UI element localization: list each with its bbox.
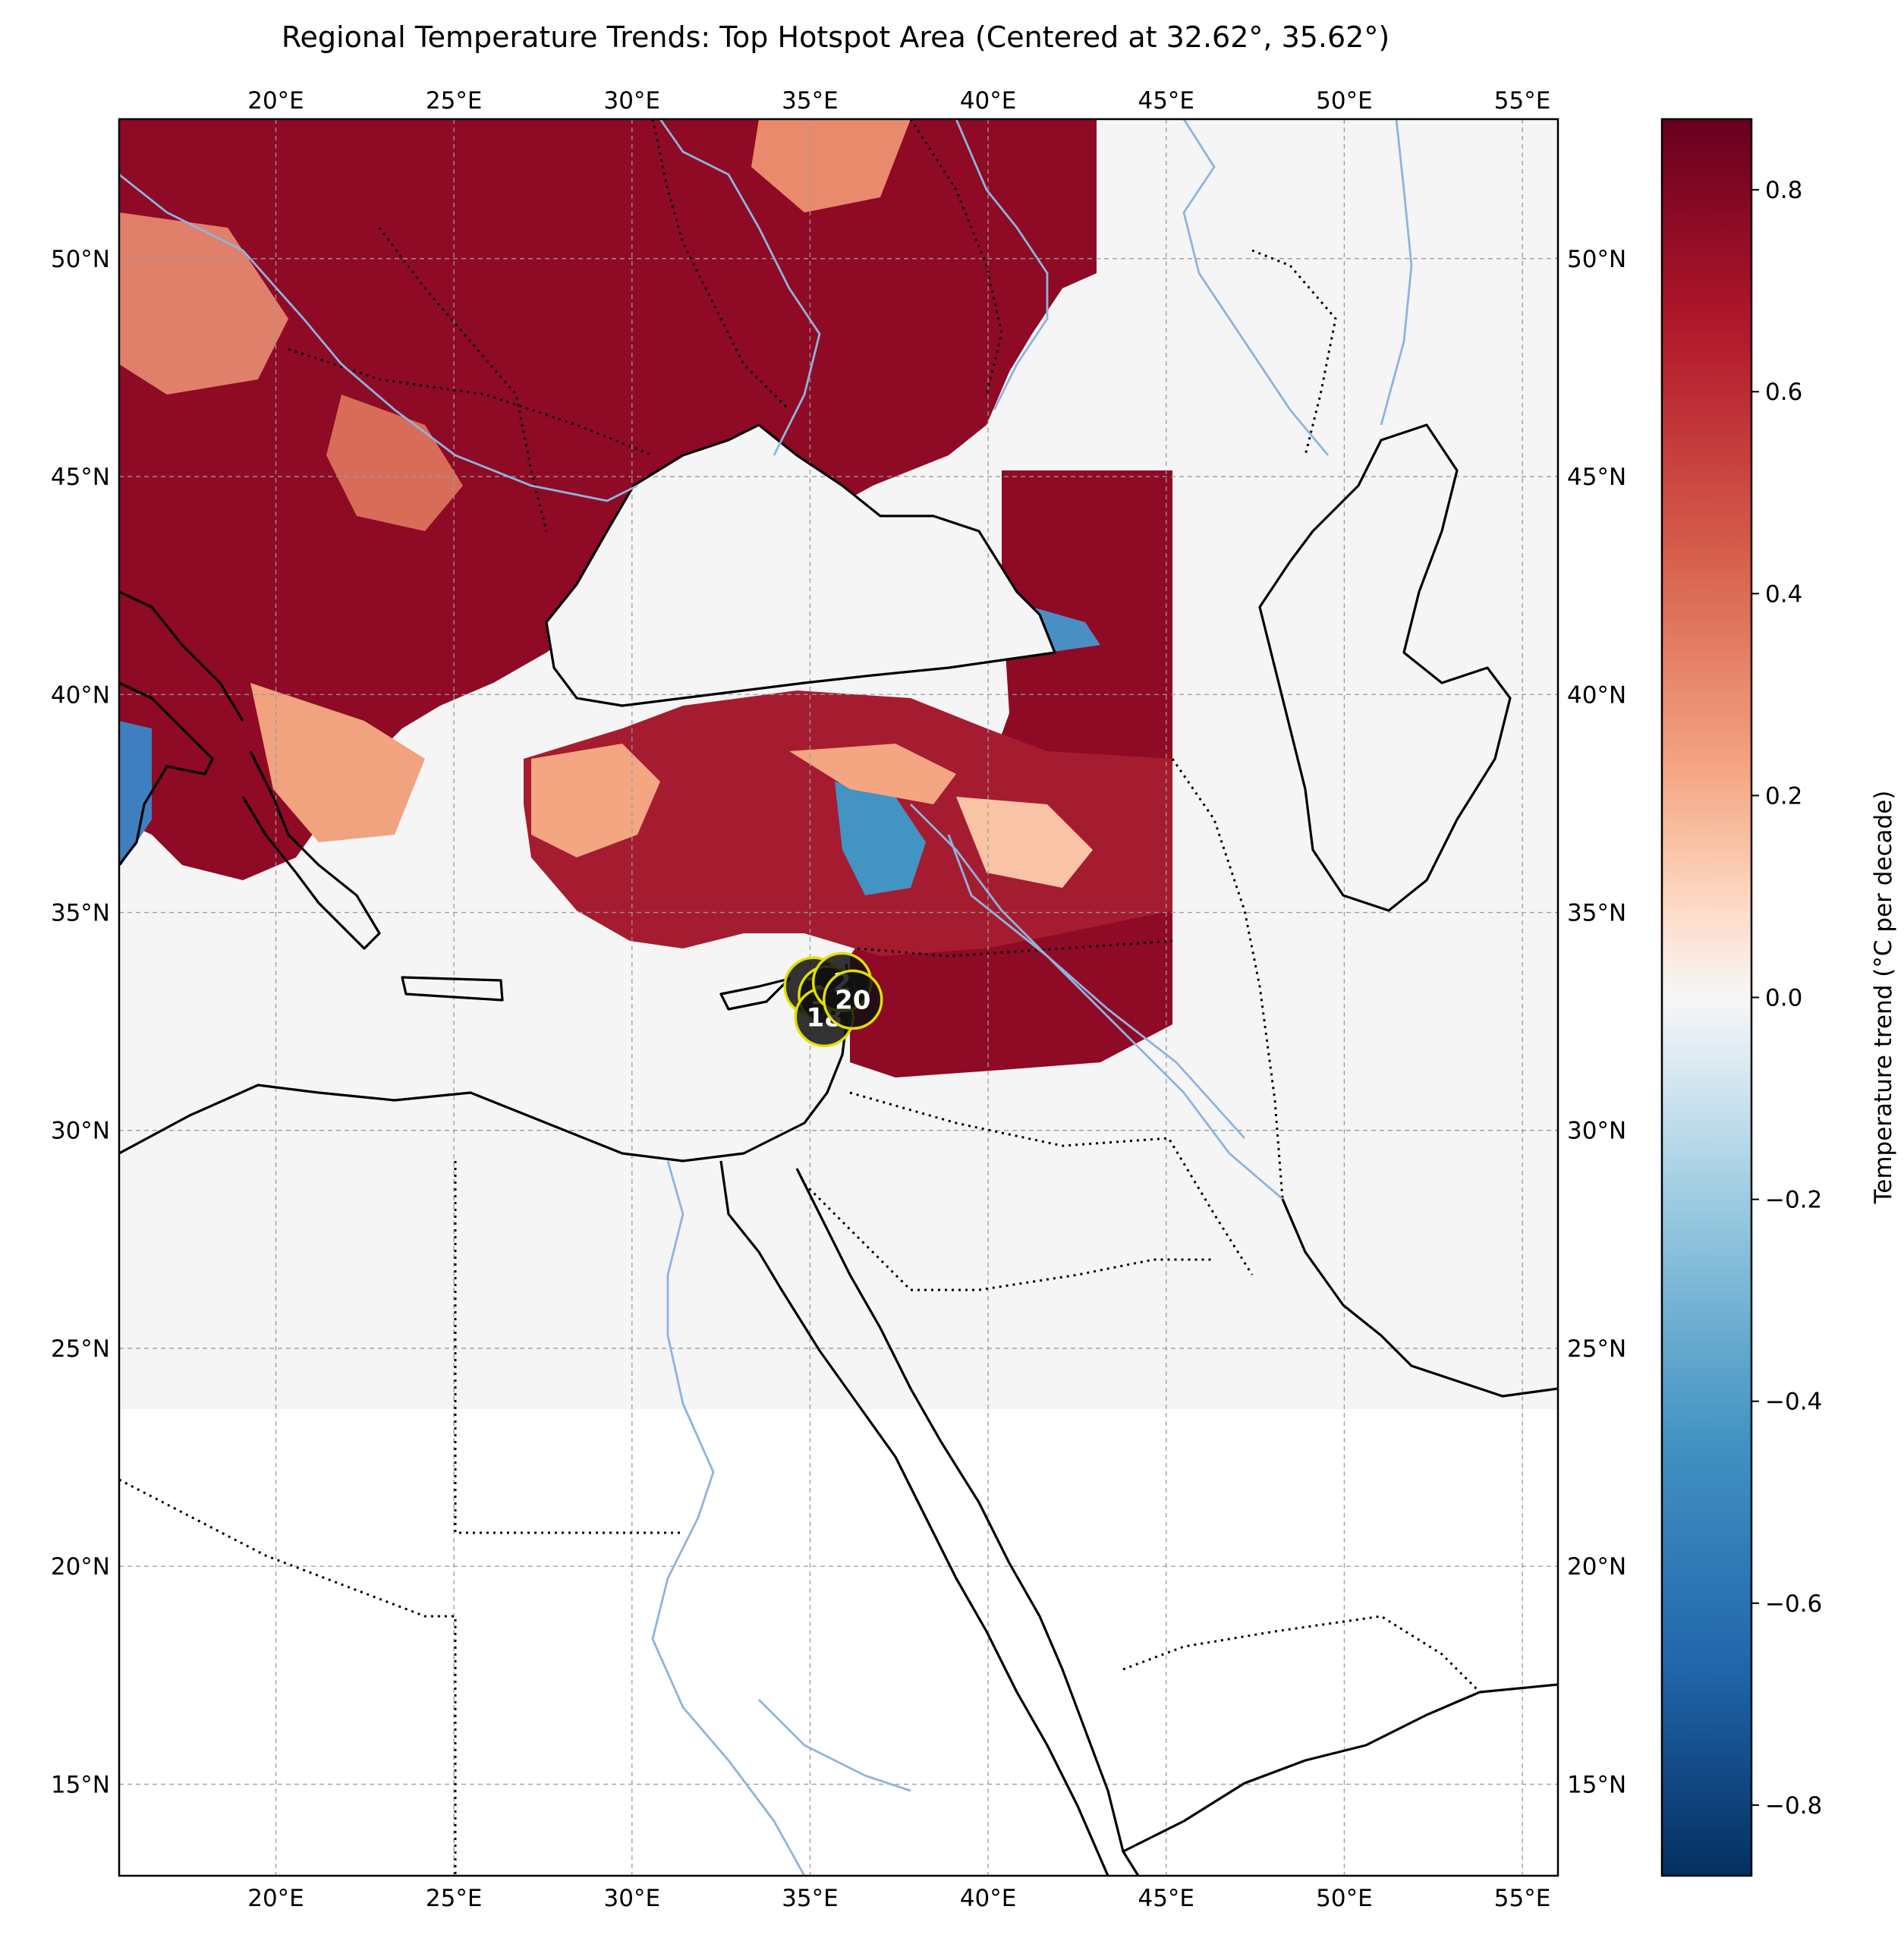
- country-borders: [119, 119, 1481, 1876]
- italy-coast: [119, 681, 214, 866]
- lat-tick-label-right: 50°N: [1567, 246, 1626, 273]
- river-dnieper: [659, 119, 821, 456]
- river-don: [955, 119, 1049, 411]
- lon-tick-label-top: 45°E: [1138, 87, 1194, 115]
- lon-tick-label-bottom: 30°E: [604, 1885, 661, 1912]
- colorbar-label: Temperature trend (°C per decade): [1870, 791, 1897, 1205]
- border-sudan: [119, 1478, 457, 1876]
- arabian-coast: [1122, 1683, 1558, 1853]
- river-ural: [1380, 119, 1413, 426]
- light-warm-patch-north: [751, 119, 911, 212]
- lon-tick-label-top: 55°E: [1494, 87, 1551, 115]
- chart-title: Regional Temperature Trends: Top Hotspot…: [282, 20, 1389, 54]
- border-europe-2: [378, 227, 548, 532]
- river-nile: [651, 1160, 806, 1876]
- black-sea-coast: [545, 423, 1056, 707]
- lat-tick-label-left: 25°N: [51, 1335, 110, 1363]
- river-tigris: [910, 804, 1283, 1200]
- river-euphrates: [947, 834, 1246, 1139]
- lat-tick-label-left: 20°N: [51, 1553, 110, 1581]
- lat-tick-label-right: 40°N: [1567, 681, 1626, 709]
- lat-tick-label-left: 45°N: [51, 464, 110, 491]
- hotspot-marker-label: 20: [835, 985, 870, 1015]
- cooling-patch-anatolia: [835, 782, 926, 895]
- border-turkey-syria: [857, 939, 1173, 958]
- light-warm-patch-center: [326, 395, 463, 531]
- river-nile-blue: [758, 1699, 911, 1792]
- caspian-coast: [1258, 423, 1512, 912]
- adriatic-coast: [119, 590, 244, 722]
- light-warm-patch-west: [119, 212, 288, 395]
- red-sea-west-coast: [719, 1160, 1109, 1876]
- lat-tick-label-left: 40°N: [51, 681, 110, 709]
- lon-tick-label-top: 50°E: [1316, 87, 1373, 115]
- rivers: [119, 119, 1413, 1876]
- levant-coast: [119, 963, 851, 1162]
- lat-tick-label-left: 15°N: [51, 1771, 110, 1798]
- lon-tick-label-top: 25°E: [426, 87, 483, 115]
- lon-tick-label-bottom: 40°E: [960, 1885, 1017, 1912]
- persian-gulf-coast: [1281, 1198, 1558, 1398]
- lon-tick-label-top: 20°E: [247, 87, 304, 115]
- lon-tick-label-top: 40°E: [960, 87, 1017, 115]
- lat-tick-label-left: 35°N: [51, 899, 110, 926]
- lat-tick-label-right: 45°N: [1567, 464, 1626, 491]
- lat-tick-label-left: 30°N: [51, 1118, 110, 1145]
- lat-tick-label-right: 35°N: [1567, 899, 1626, 926]
- colorbar: 0.8 0.6 0.4 0.2 0.0 −0.2 −0.4 −0.6 −0.8 Temperat…: [1660, 118, 1897, 1877]
- lon-tick-label-bottom: 25°E: [426, 1885, 483, 1912]
- black-sea: [546, 425, 1055, 706]
- gridlines: [119, 119, 1558, 1876]
- border-europe-3: [651, 119, 791, 411]
- aegean-coast: [241, 750, 381, 950]
- colorbar-tick-label: −0.8: [1765, 1792, 1822, 1820]
- border-kazakh: [1251, 249, 1337, 456]
- lat-tick-label-left: 50°N: [51, 246, 110, 273]
- lat-tick-label-right: 20°N: [1567, 1553, 1626, 1581]
- colorbar-tick-label: −0.6: [1765, 1590, 1822, 1618]
- light-warm-patch-2: [789, 744, 956, 804]
- cooling-patch-italy: [119, 721, 152, 865]
- map-frame: [118, 118, 1559, 1877]
- cyprus: [719, 977, 791, 1011]
- colorbar-tick-label: 0.6: [1765, 379, 1802, 406]
- lat-tick-label-right: 25°N: [1567, 1335, 1626, 1363]
- lon-tick-label-top: 35°E: [782, 87, 839, 115]
- colorbar-tick-label: 0.8: [1765, 177, 1802, 204]
- balkan-light-band: [250, 683, 425, 842]
- mediterranean: [119, 873, 850, 1161]
- colorbar-tick-label: −0.4: [1765, 1389, 1822, 1416]
- colorbar-tick-label: 0.2: [1765, 782, 1802, 810]
- border-russia: [909, 119, 1003, 395]
- colorbar-tick-label: 0.4: [1765, 580, 1802, 608]
- no-data-south: [119, 1409, 1558, 1876]
- light-warm-patch-3: [956, 797, 1093, 888]
- colorbar-tick-label: 0.0: [1765, 985, 1802, 1012]
- colorbar-gradient: [1660, 118, 1753, 1877]
- lat-tick-label-right: 15°N: [1567, 1771, 1626, 1798]
- river-danube: [119, 173, 638, 502]
- lon-tick-label-bottom: 50°E: [1316, 1885, 1373, 1912]
- hotspot-marker: [823, 969, 883, 1030]
- river-volga: [1182, 119, 1330, 456]
- lon-tick-label-bottom: 45°E: [1138, 1885, 1194, 1912]
- colorbar-ticks: 0.8 0.6 0.4 0.2 0.0 −0.2 −0.4 −0.6 −0.8: [1751, 177, 1822, 1820]
- hotspot-markers: 11618220: [783, 952, 883, 1048]
- lon-tick-label-bottom: 35°E: [782, 1885, 839, 1912]
- lat-tick-label-right: 30°N: [1567, 1118, 1626, 1145]
- light-warm-patch: [531, 744, 660, 857]
- lon-tick-label-top: 30°E: [604, 87, 661, 115]
- axis-ticks: 20°E 20°E 25°E 25°E 30°E 30°E 35°E 35°E 40°E 40°E…: [51, 87, 1626, 1912]
- colorbar-tick-label: −0.2: [1765, 1187, 1822, 1214]
- border-egypt-libya: [454, 1161, 683, 1534]
- crete: [401, 976, 504, 1002]
- coastlines: [119, 423, 1558, 1876]
- lon-tick-label-bottom: 20°E: [247, 1885, 304, 1912]
- lon-tick-label-bottom: 55°E: [1494, 1885, 1551, 1912]
- map-area: 11618220: [119, 119, 1558, 1876]
- red-sea-east-coast: [795, 1168, 1140, 1876]
